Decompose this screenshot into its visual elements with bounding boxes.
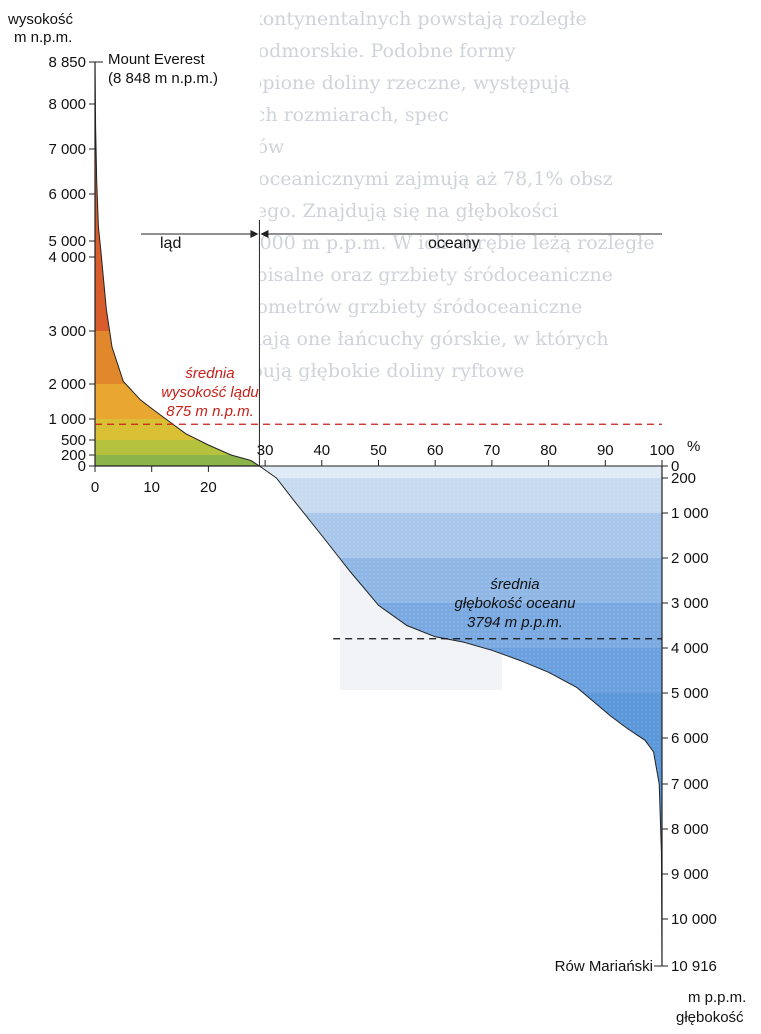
land-arrowhead	[250, 230, 259, 238]
land-elevation-band	[95, 455, 260, 466]
depth-tick-label: 0	[671, 458, 679, 475]
x-tick-label: 60	[427, 442, 444, 459]
x-axis-unit-label: %	[687, 438, 700, 455]
x-ticks: 0 10 20 30 40 50 60 70 80 90 100	[91, 442, 675, 496]
ocean-curve-line	[259, 465, 663, 967]
mariana-trench-label: Rów Mariański	[555, 958, 653, 975]
x-tick-label: 70	[484, 442, 501, 459]
chart-backdrop-left	[0, 470, 152, 600]
depth-tick-label: 4 000	[671, 640, 709, 657]
ocean-texture	[259, 466, 662, 966]
mean-ocean-label-line2: głębokość oceanu	[455, 595, 577, 612]
everest-height-label: (8 848 m n.p.m.)	[108, 70, 218, 87]
background-text-line: od 3000–6000 m p.p.m. W ich obrębie leżą…	[160, 232, 655, 254]
mean-land-label-line1: średnia	[185, 365, 234, 382]
depth-tick-label: 8 000	[671, 821, 709, 838]
background-text-line: równiny abisalne oraz grzbiety śródocean…	[160, 264, 613, 286]
x-tick-label: 100	[649, 442, 674, 459]
land-curve-line	[94, 61, 260, 467]
elevation-tick-label: 0	[78, 458, 86, 475]
mean-ocean-label-line3: 3794 m p.p.m.	[467, 614, 563, 631]
background-text-line: basenami oceanicznymi zajmują aż 78,1% o…	[160, 168, 613, 190]
background-text-line: stockach kontynentalnych powstają rozleg…	[160, 8, 587, 30]
mean-land-label-line2: wysokość lądu	[161, 384, 259, 401]
depth-tick-label: 1 000	[671, 505, 709, 522]
elevation-tick-label: 5 000	[48, 233, 86, 250]
elevation-tick-label: 1 000	[48, 411, 86, 428]
depth-tick-label: 5 000	[671, 685, 709, 702]
depth-tick-label: 6 000	[671, 730, 709, 747]
x-tick-label: 90	[597, 442, 614, 459]
elevation-tick-label: 200	[61, 447, 86, 464]
ocean-depth-band	[259, 693, 662, 966]
oceans-label: oceany	[428, 235, 480, 252]
land-label: ląd	[160, 235, 181, 252]
everest-label: Mount Everest	[108, 51, 206, 68]
x-tick-label: 20	[200, 479, 217, 496]
elevation-tick-label: 8 000	[48, 96, 86, 113]
depth-axis-label-line1: m p.p.m.	[688, 989, 746, 1006]
depth-tick-label: 10 916	[671, 958, 717, 975]
mean-ocean-label-line1: średnia	[490, 576, 539, 593]
x-tick-label: 40	[313, 442, 330, 459]
x-tick-label: 30	[257, 442, 274, 459]
depth-tick-label: 9 000	[671, 866, 709, 883]
x-tick-label: 50	[370, 442, 387, 459]
elevation-tick-label: 8 850	[48, 54, 86, 71]
background-text-line: tysięcy kilometrów grzbiety śródoceanicz…	[160, 296, 583, 318]
x-tick-label: 80	[540, 442, 557, 459]
ocean-arrowhead	[260, 230, 269, 238]
elevation-axis-label-line2: m n.p.m.	[14, 29, 72, 46]
x-tick-label: 0	[91, 479, 99, 496]
elevation-tick-label: 2 000	[48, 376, 86, 393]
elevation-tick-label: 6 000	[48, 186, 86, 203]
depth-tick-label: 10 000	[671, 911, 717, 928]
depth-tick-label: 7 000	[671, 776, 709, 793]
x-tick-label: 10	[143, 479, 160, 496]
depth-tick-label: 3 000	[671, 595, 709, 612]
elevation-axis-label-line1: wysokość	[7, 11, 74, 28]
depth-tick-label: 2 000	[671, 550, 709, 567]
mean-land-label-line3: 875 m n.p.m.	[166, 403, 254, 420]
depth-axis-label-line2: głębokość	[676, 1009, 744, 1026]
depth-tick-label: 200	[671, 470, 696, 487]
elevation-tick-label: 7 000	[48, 141, 86, 158]
elevation-tick-label: 3 000	[48, 323, 86, 340]
elevation-tick-label: 4 000	[48, 249, 86, 266]
background-text-line: przypominają one łańcuchy górskie, w któ…	[160, 328, 609, 350]
elevation-tick-label: 500	[61, 432, 86, 449]
background-text-line: ujścia zatopione doliny rzeczne, występu…	[160, 72, 571, 94]
